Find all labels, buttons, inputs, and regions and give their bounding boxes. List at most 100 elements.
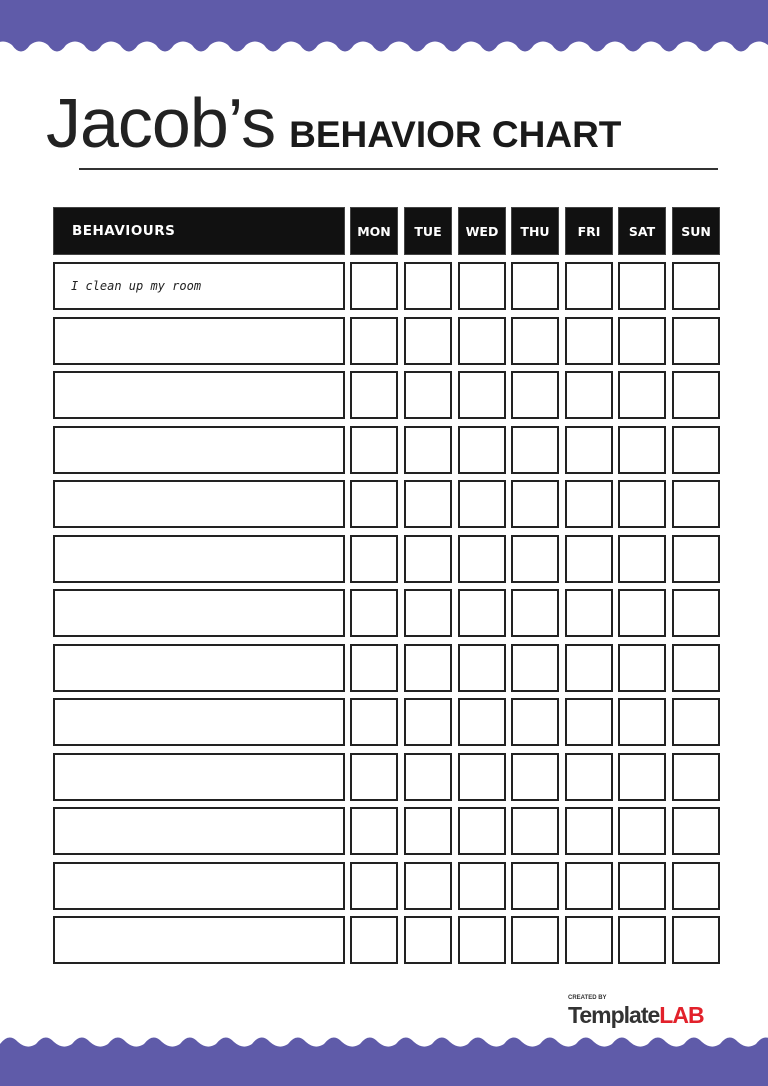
checkbox-wed[interactable] (458, 425, 506, 474)
checkbox-sat[interactable] (618, 534, 666, 583)
checkbox-thu[interactable] (511, 534, 559, 583)
checkbox-sun[interactable] (672, 371, 720, 419)
behaviour-field[interactable]: I clean up my room (53, 262, 345, 310)
checkbox-sat[interactable] (618, 643, 666, 692)
checkbox-sun[interactable] (672, 316, 720, 365)
checkbox-fri[interactable] (565, 916, 613, 964)
checkbox-fri[interactable] (565, 262, 613, 310)
checkbox-sun[interactable] (672, 480, 720, 528)
checkbox-thu[interactable] (511, 262, 559, 310)
checkbox-sat[interactable] (618, 262, 666, 310)
checkbox-fri[interactable] (565, 698, 613, 746)
checkbox-wed[interactable] (458, 752, 506, 801)
checkbox-wed[interactable] (458, 589, 506, 637)
checkbox-mon[interactable] (350, 589, 398, 637)
checkbox-mon[interactable] (350, 643, 398, 692)
checkbox-tue[interactable] (404, 425, 452, 474)
checkbox-wed[interactable] (458, 262, 506, 310)
checkbox-fri[interactable] (565, 534, 613, 583)
behaviour-field[interactable] (53, 861, 345, 910)
checkbox-tue[interactable] (404, 262, 452, 310)
checkbox-sun[interactable] (672, 589, 720, 637)
checkbox-sat[interactable] (618, 807, 666, 855)
checkbox-sun[interactable] (672, 916, 720, 964)
checkbox-fri[interactable] (565, 861, 613, 910)
checkbox-thu[interactable] (511, 425, 559, 474)
checkbox-fri[interactable] (565, 589, 613, 637)
checkbox-sat[interactable] (618, 752, 666, 801)
checkbox-sat[interactable] (618, 371, 666, 419)
checkbox-fri[interactable] (565, 425, 613, 474)
behaviour-field[interactable] (53, 534, 345, 583)
checkbox-tue[interactable] (404, 861, 452, 910)
checkbox-tue[interactable] (404, 371, 452, 419)
checkbox-wed[interactable] (458, 861, 506, 910)
behaviour-field[interactable] (53, 589, 345, 637)
checkbox-sat[interactable] (618, 916, 666, 964)
checkbox-sat[interactable] (618, 589, 666, 637)
checkbox-sun[interactable] (672, 425, 720, 474)
checkbox-tue[interactable] (404, 752, 452, 801)
checkbox-mon[interactable] (350, 698, 398, 746)
checkbox-thu[interactable] (511, 480, 559, 528)
checkbox-wed[interactable] (458, 316, 506, 365)
checkbox-wed[interactable] (458, 534, 506, 583)
checkbox-tue[interactable] (404, 480, 452, 528)
checkbox-thu[interactable] (511, 916, 559, 964)
checkbox-sun[interactable] (672, 643, 720, 692)
checkbox-thu[interactable] (511, 807, 559, 855)
checkbox-thu[interactable] (511, 371, 559, 419)
checkbox-sun[interactable] (672, 861, 720, 910)
checkbox-mon[interactable] (350, 534, 398, 583)
checkbox-wed[interactable] (458, 807, 506, 855)
checkbox-tue[interactable] (404, 916, 452, 964)
checkbox-wed[interactable] (458, 480, 506, 528)
checkbox-mon[interactable] (350, 916, 398, 964)
checkbox-tue[interactable] (404, 807, 452, 855)
checkbox-thu[interactable] (511, 316, 559, 365)
behaviour-field[interactable] (53, 316, 345, 365)
checkbox-tue[interactable] (404, 316, 452, 365)
checkbox-sat[interactable] (618, 480, 666, 528)
checkbox-thu[interactable] (511, 698, 559, 746)
checkbox-sun[interactable] (672, 698, 720, 746)
behaviour-field[interactable] (53, 643, 345, 692)
checkbox-mon[interactable] (350, 861, 398, 910)
checkbox-sun[interactable] (672, 534, 720, 583)
checkbox-fri[interactable] (565, 480, 613, 528)
checkbox-sat[interactable] (618, 425, 666, 474)
checkbox-mon[interactable] (350, 425, 398, 474)
checkbox-sun[interactable] (672, 752, 720, 801)
checkbox-thu[interactable] (511, 861, 559, 910)
checkbox-fri[interactable] (565, 807, 613, 855)
checkbox-sat[interactable] (618, 316, 666, 365)
checkbox-thu[interactable] (511, 752, 559, 801)
checkbox-mon[interactable] (350, 807, 398, 855)
checkbox-wed[interactable] (458, 643, 506, 692)
checkbox-fri[interactable] (565, 371, 613, 419)
checkbox-wed[interactable] (458, 698, 506, 746)
checkbox-mon[interactable] (350, 316, 398, 365)
behaviour-field[interactable] (53, 480, 345, 528)
checkbox-tue[interactable] (404, 589, 452, 637)
behaviour-field[interactable] (53, 916, 345, 964)
checkbox-thu[interactable] (511, 643, 559, 692)
checkbox-sun[interactable] (672, 262, 720, 310)
behaviour-field[interactable] (53, 698, 345, 746)
checkbox-sat[interactable] (618, 698, 666, 746)
checkbox-fri[interactable] (565, 752, 613, 801)
checkbox-mon[interactable] (350, 752, 398, 801)
behaviour-field[interactable] (53, 752, 345, 801)
checkbox-sun[interactable] (672, 807, 720, 855)
behaviour-field[interactable] (53, 371, 345, 419)
behaviour-field[interactable] (53, 807, 345, 855)
checkbox-tue[interactable] (404, 643, 452, 692)
behaviour-field[interactable] (53, 425, 345, 474)
checkbox-wed[interactable] (458, 916, 506, 964)
checkbox-mon[interactable] (350, 262, 398, 310)
checkbox-mon[interactable] (350, 480, 398, 528)
checkbox-fri[interactable] (565, 643, 613, 692)
checkbox-thu[interactable] (511, 589, 559, 637)
checkbox-fri[interactable] (565, 316, 613, 365)
checkbox-wed[interactable] (458, 371, 506, 419)
